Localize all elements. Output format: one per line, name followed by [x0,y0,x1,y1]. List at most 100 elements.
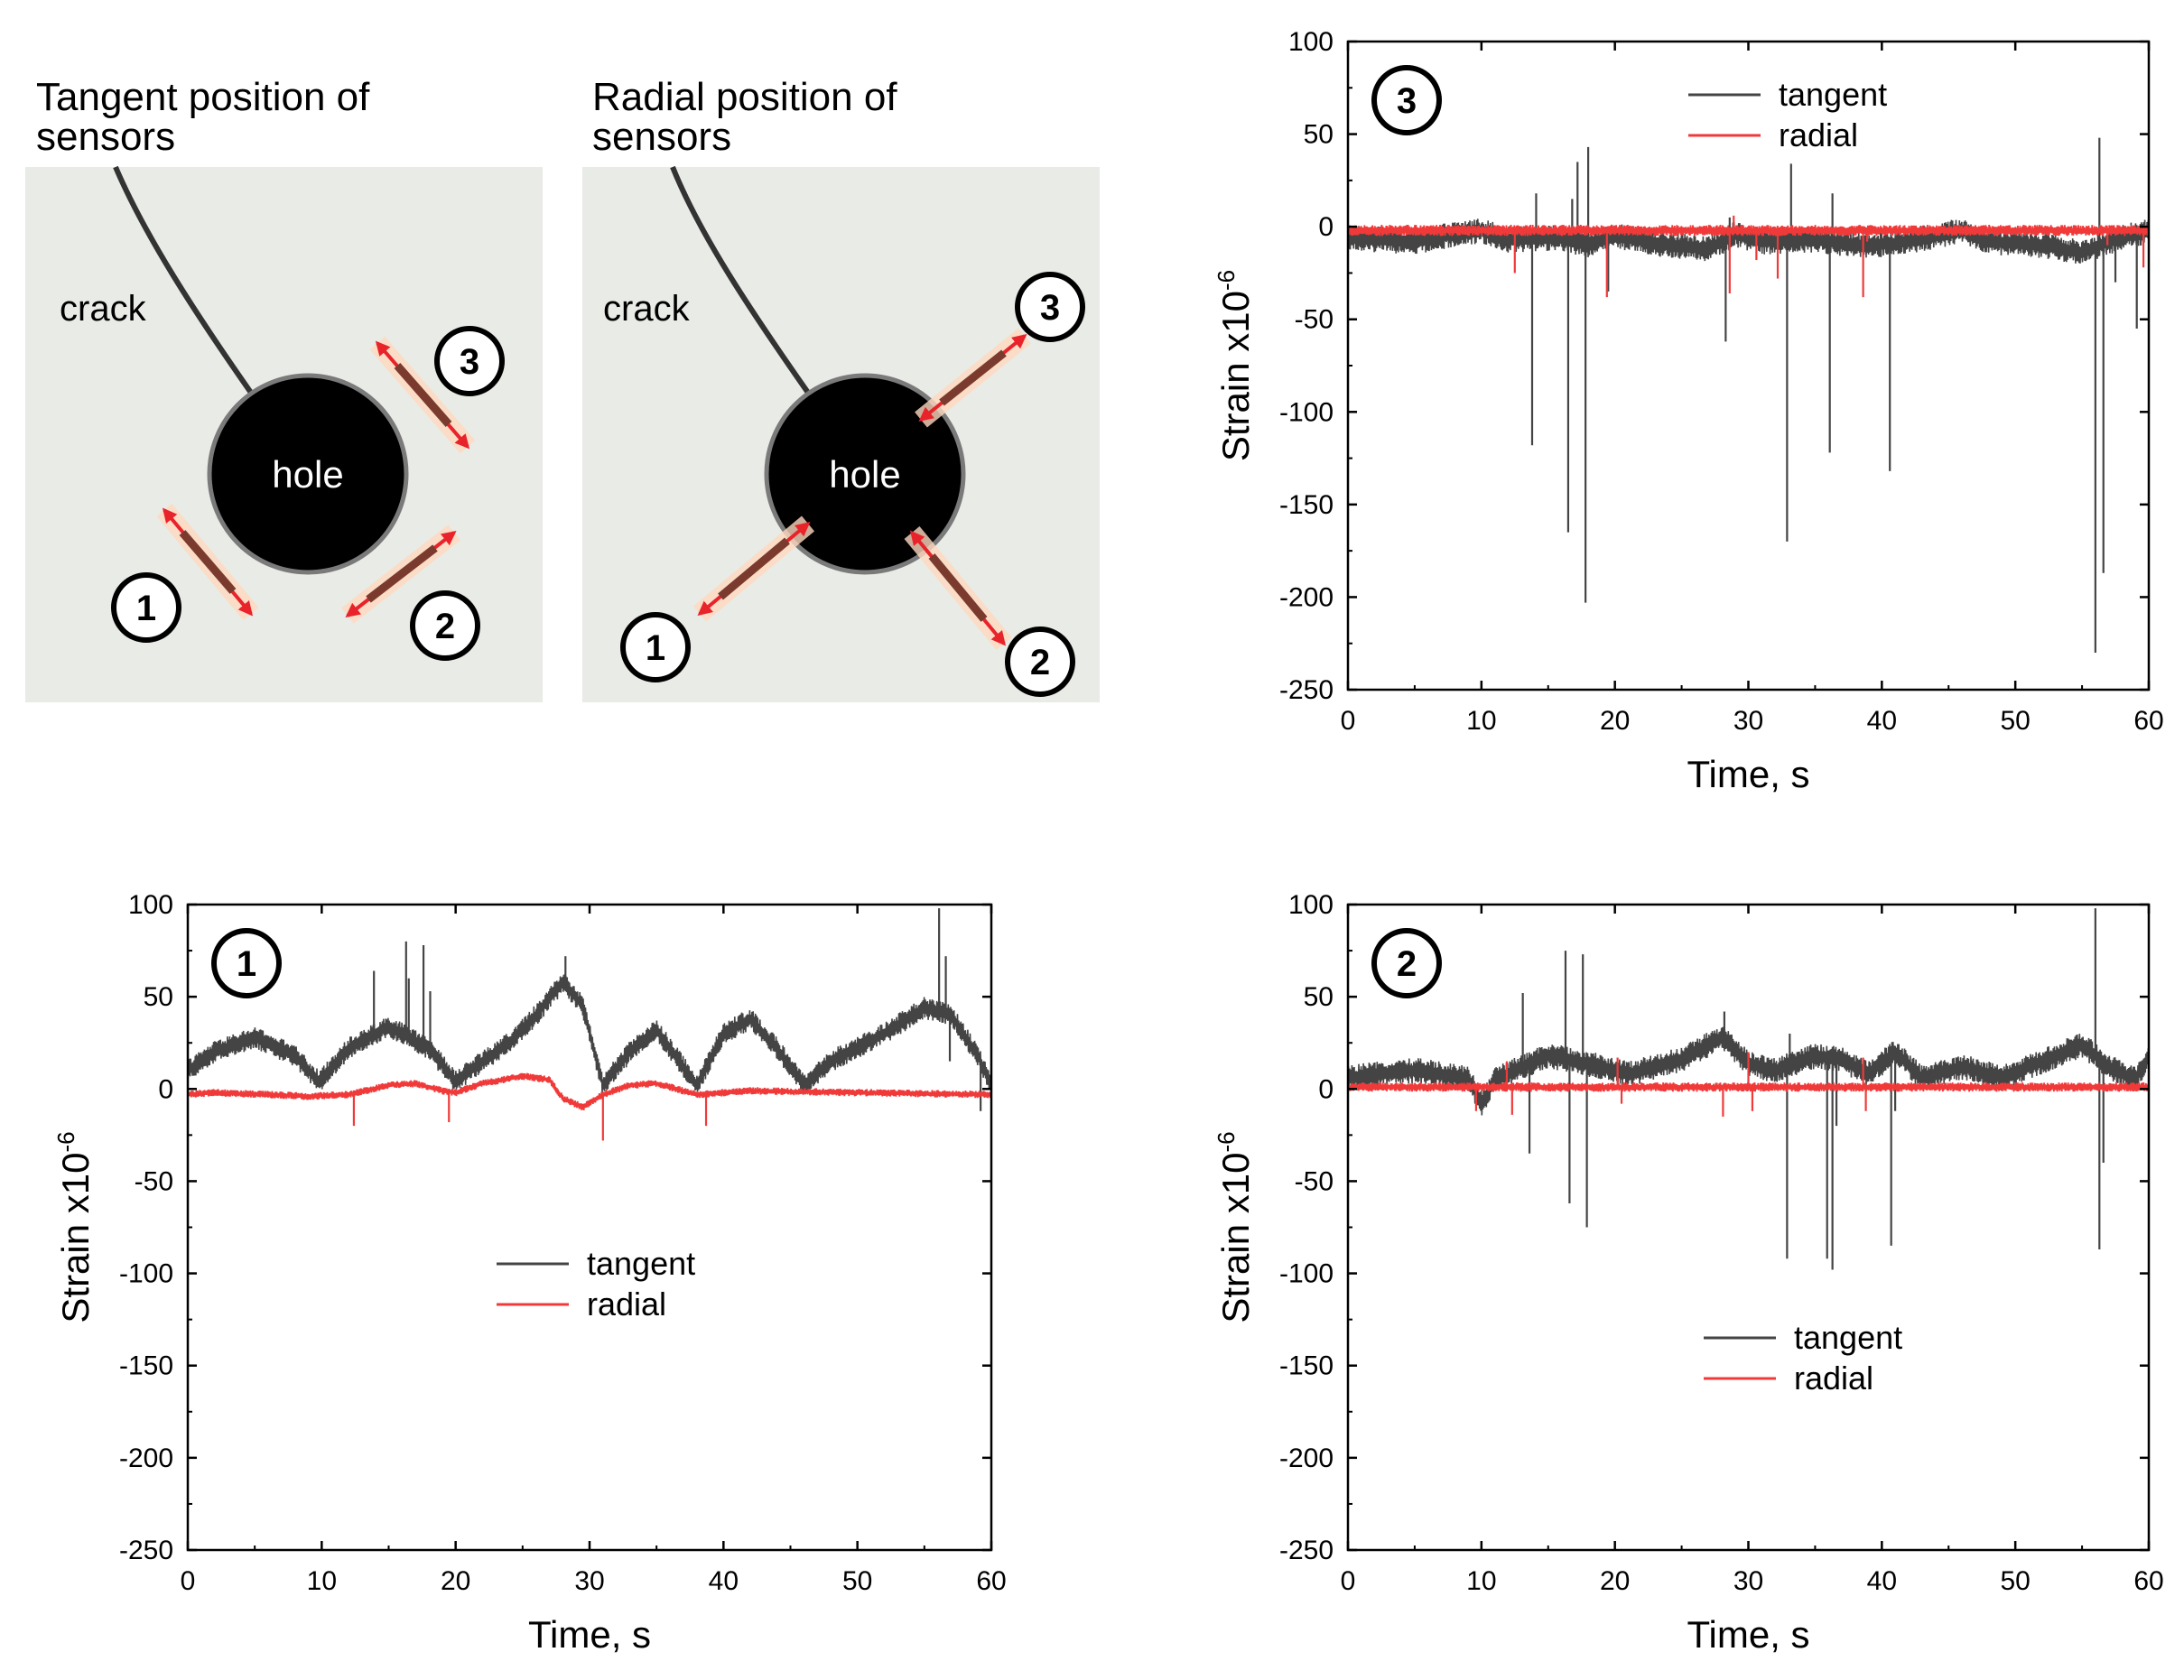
y-tick-label: -200 [119,1443,173,1473]
x-tick-label: 0 [1341,1566,1356,1596]
sensor-badge-1 [111,572,181,643]
radial-sensor-label-3: 3 [1040,288,1060,328]
y-tick-label: -150 [1279,1351,1334,1381]
x-tick-label: 50 [842,1566,872,1596]
y-tick-label: 0 [1318,1074,1334,1104]
tangent-diagram: Tangent position of sensors crack hole 1… [25,75,543,702]
tangent-sensor-3: 3 [369,326,505,454]
legend-tangent-label: tangent [1779,76,1887,113]
tangent-title-line1: Tangent position of [36,75,370,119]
chart-sensor-2: 0 10 20 30 40 50 60 100 50 0 -50 -100 -150 -200 -250 Ti… [1213,890,2164,1656]
x-tick-label: 60 [2133,1566,2163,1596]
y-tick-label: -50 [1295,1166,1334,1196]
series-radial-line [187,1072,992,1110]
x-tick-label: 30 [1733,706,1763,736]
x-tick-label: 50 [2000,1566,2030,1596]
y-tick-label: 100 [1288,890,1334,920]
y-tick-label: 100 [1288,27,1334,57]
x-tick-label: 10 [1466,1566,1496,1596]
chart-badge [211,928,282,998]
y-tick-label: -250 [1279,675,1334,705]
hole-icon [207,373,409,575]
y-tick-label: -150 [1279,490,1334,520]
tangent-sensor-1: 1 [111,503,259,643]
crack-line [113,165,254,394]
x-tick-label: 20 [1600,706,1630,736]
y-tick-label: -200 [1279,582,1334,612]
sensor-badge-3 [434,326,505,396]
x-tick-label: 10 [307,1566,337,1596]
y-axis-label-exponent: -6 [1213,1131,1240,1152]
series-tangent-line [187,974,992,1095]
y-tick-label: -100 [119,1259,173,1289]
tangent-sensor-label-3: 3 [460,342,479,382]
radial-title-line2: sensors [592,115,731,159]
y-tick-label: 0 [158,1074,173,1104]
x-tick-label: 60 [976,1566,1006,1596]
crack-line [670,165,811,394]
y-axis-label-text: Strain x10 [54,1153,97,1323]
legend-tangent-label: tangent [587,1245,695,1282]
legend-radial-label: radial [1794,1360,1873,1397]
legend-radial-label: radial [587,1286,666,1323]
sensor-badge-2 [1005,627,1075,697]
chart-badge-label: 1 [237,944,256,984]
x-tick-label: 40 [1867,1566,1897,1596]
y-tick-label: -150 [119,1351,173,1381]
tangent-crack-label: crack [60,289,147,329]
y-axis-label-text: Strain x10 [1214,1153,1257,1323]
plot-frame [1346,40,2151,691]
radial-sensor-label-2: 2 [1030,643,1050,682]
tangent-hole-label: hole [272,453,343,496]
y-tick-label: 50 [144,982,173,1012]
tangent-sensor-label-2: 2 [435,607,455,646]
x-axis-label: Time, s [1687,1613,1809,1656]
series-radial-line [1347,225,2150,237]
x-tick-label: 20 [441,1566,470,1596]
chart-sensor-1: 0 10 20 30 40 50 60 100 50 0 -50 -100 -150 -200 -250 Ti… [52,890,1007,1656]
y-axis-label-exponent: -6 [52,1131,79,1152]
radial-sensor-2: 2 [904,525,1075,697]
radial-title-line1: Radial position of [592,75,897,119]
chart-badge [1371,928,1442,998]
y-tick-label: -250 [1279,1536,1334,1565]
x-tick-label: 0 [181,1566,196,1596]
x-tick-label: 60 [2133,706,2163,736]
plot-frame [1346,903,2151,1552]
y-axis-label: Strain x10-6 [1213,1131,1257,1323]
y-axis-label-exponent: -6 [1213,270,1240,291]
sensor-badge-1 [620,612,691,682]
legend-tangent-label: tangent [1794,1319,1902,1356]
y-axis-label: Strain x10-6 [52,1131,97,1323]
x-tick-label: 10 [1466,706,1496,736]
x-tick-label: 50 [2000,706,2030,736]
radial-crack-label: crack [603,289,691,329]
x-tick-label: 20 [1600,1566,1630,1596]
y-tick-label: 100 [128,890,173,920]
chart-badge-label: 2 [1397,944,1417,984]
hole-icon [764,373,966,575]
radial-diagram: Radial position of sensors crack hole 1 … [582,75,1100,702]
x-axis-label: Time, s [528,1613,651,1656]
y-tick-label: -200 [1279,1443,1334,1473]
y-tick-label: 50 [1304,120,1334,150]
y-axis-label-text: Strain x10 [1214,291,1257,461]
sensor-badge-2 [410,590,480,661]
x-tick-label: 30 [574,1566,604,1596]
y-axis-label: Strain x10-6 [1213,270,1257,461]
y-tick-label: -100 [1279,1259,1334,1289]
x-tick-label: 30 [1733,1566,1763,1596]
chart-sensor-3: 0 10 20 30 40 50 60 100 50 0 -50 -100 -150 -200 -250 Ti… [1213,27,2164,795]
x-tick-label: 40 [1867,706,1897,736]
legend-radial-label: radial [1779,116,1858,153]
series-radial-line [1347,1082,2150,1092]
x-tick-label: 40 [709,1566,739,1596]
y-tick-label: 0 [1318,212,1334,242]
tangent-sensor-2: 2 [341,524,480,661]
y-tick-label: -50 [1295,305,1334,335]
tangent-sensor-label-1: 1 [136,589,156,628]
chart-badge [1371,65,1442,135]
tangent-title-line2: sensors [36,115,175,159]
radial-hole-label: hole [829,453,900,496]
